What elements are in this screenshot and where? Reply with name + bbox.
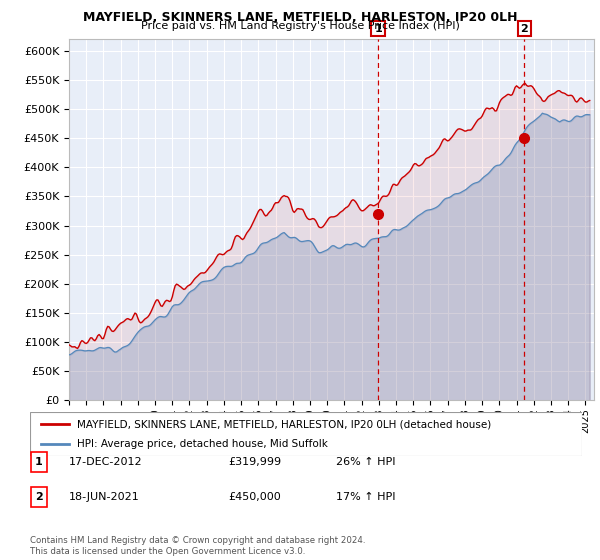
FancyBboxPatch shape (31, 487, 47, 507)
Text: £450,000: £450,000 (228, 492, 281, 502)
Text: 18-JUN-2021: 18-JUN-2021 (69, 492, 140, 502)
Text: MAYFIELD, SKINNERS LANE, METFIELD, HARLESTON, IP20 0LH (detached house): MAYFIELD, SKINNERS LANE, METFIELD, HARLE… (77, 419, 491, 429)
Text: 2: 2 (521, 24, 529, 34)
FancyBboxPatch shape (30, 412, 582, 456)
FancyBboxPatch shape (31, 452, 47, 472)
Text: Contains HM Land Registry data © Crown copyright and database right 2024.
This d: Contains HM Land Registry data © Crown c… (30, 536, 365, 556)
Text: £319,999: £319,999 (228, 457, 281, 467)
Text: Price paid vs. HM Land Registry's House Price Index (HPI): Price paid vs. HM Land Registry's House … (140, 21, 460, 31)
Text: 1: 1 (374, 24, 382, 34)
Text: 2: 2 (35, 492, 43, 502)
Text: HPI: Average price, detached house, Mid Suffolk: HPI: Average price, detached house, Mid … (77, 439, 328, 449)
Text: 17-DEC-2012: 17-DEC-2012 (69, 457, 143, 467)
Text: 17% ↑ HPI: 17% ↑ HPI (336, 492, 395, 502)
Text: MAYFIELD, SKINNERS LANE, METFIELD, HARLESTON, IP20 0LH: MAYFIELD, SKINNERS LANE, METFIELD, HARLE… (83, 11, 517, 24)
Text: 1: 1 (35, 457, 43, 467)
Text: 26% ↑ HPI: 26% ↑ HPI (336, 457, 395, 467)
